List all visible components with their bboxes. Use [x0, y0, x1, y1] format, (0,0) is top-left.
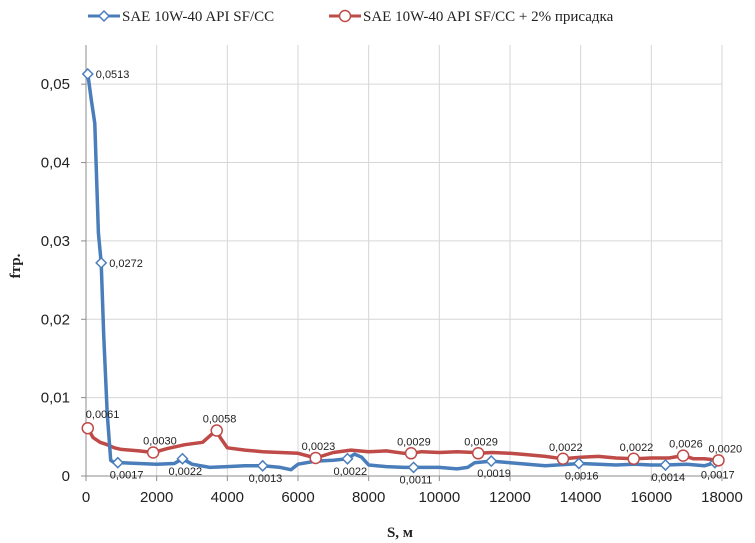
x-tick-label: 2000	[140, 489, 173, 506]
series-2-marker	[146, 446, 160, 459]
series-1-data-label: 0,0513	[96, 69, 130, 81]
series-1-data-label: 0,0011	[400, 474, 433, 486]
axes	[81, 45, 723, 481]
series-1-marker	[659, 458, 672, 472]
series-2-data-label: 0,0022	[620, 442, 654, 454]
series-1-marker	[111, 456, 124, 469]
series-1-data-label: 0,0017	[110, 470, 144, 482]
legend-label-series-1: SAE 10W-40 API SF/CC	[122, 9, 274, 25]
x-tick-label: 4000	[211, 489, 244, 506]
series-1-marker	[485, 455, 498, 468]
data-labels: 0,0513 0,0272 0,0017 0,0022 0,0013 0,0022 0,00…	[86, 69, 742, 486]
series-1-data-label: 0,0014	[651, 472, 685, 484]
series-1-data-label: 0,0013	[249, 473, 283, 485]
x-tick-label: 6000	[281, 489, 314, 506]
series-2-marker	[556, 452, 570, 466]
series-1-marker	[95, 256, 108, 269]
series-2-marker	[210, 424, 223, 437]
series-lines	[86, 72, 721, 472]
series-2-data-label: 0,0026	[669, 439, 703, 451]
series-1-marker	[407, 461, 420, 474]
series-1-data-label: 0,0016	[565, 470, 599, 482]
series-1-data-label: 0,0022	[333, 466, 367, 478]
series-2-marker	[676, 449, 690, 462]
y-tick-label: 0,01	[41, 390, 70, 407]
series-1-data-label: 0,0017	[701, 470, 735, 482]
grid-lines	[86, 45, 723, 476]
legend-diamond-icon	[97, 9, 111, 23]
x-tick-label: 0	[82, 489, 90, 506]
series-2-data-label: 0,0020	[708, 443, 742, 455]
series-2-data-label: 0,0022	[549, 442, 583, 454]
legend-circle-icon	[338, 9, 352, 23]
series-1-marker	[176, 452, 189, 465]
series-1-marker	[256, 459, 269, 472]
y-axis-title: fтр.	[8, 253, 24, 278]
legend-label-series-2: SAE 10W-40 API SF/CC + 2% присадка	[363, 9, 614, 25]
series-1-marker	[81, 67, 94, 81]
series-2-data-label: 0,0029	[464, 436, 498, 448]
series-1-data-label: 0,0022	[168, 466, 202, 478]
series-2-data-label: 0,0029	[397, 436, 431, 448]
series-1-data-label: 0,0019	[477, 468, 511, 480]
series-2-marker	[471, 447, 485, 460]
series-markers	[81, 67, 725, 474]
legend-entry-series-2[interactable]: SAE 10W-40 API SF/CC + 2% присадка	[329, 9, 614, 25]
x-tick-label: 16000	[630, 489, 672, 506]
legend-entry-series-1[interactable]: SAE 10W-40 API SF/CC	[88, 9, 274, 25]
x-axis-title: S, м	[387, 525, 413, 541]
x-tick-label: 10000	[418, 489, 460, 506]
series-2-data-label: 0,0058	[203, 414, 237, 426]
series-2-marker	[404, 447, 418, 460]
y-tick-label: 0	[62, 468, 70, 485]
x-tick-label: 8000	[352, 489, 385, 506]
x-tick-label: 14000	[560, 489, 602, 506]
y-tick-label: 0,04	[41, 155, 70, 172]
series-2-data-label: 0,0030	[143, 435, 177, 447]
series-2-marker	[712, 454, 725, 467]
y-tick-label: 0,05	[41, 76, 70, 93]
series-1-data-label: 0,0272	[109, 258, 143, 270]
series-2-data-label: 0,0061	[86, 409, 120, 421]
series-2-data-label: 0,0023	[302, 441, 336, 453]
series-line-2	[86, 426, 721, 463]
x-tick-label: 18000	[701, 489, 743, 506]
tick-labels: 0 2000 4000 6000 8000 10000 12000 14000 16000 180…	[41, 76, 743, 506]
series-line-1	[86, 72, 721, 472]
y-tick-label: 0,03	[41, 233, 70, 250]
series-2-marker	[81, 421, 95, 435]
series-1-marker	[572, 457, 585, 470]
x-tick-label: 12000	[489, 489, 531, 506]
series-1-marker	[341, 452, 354, 465]
series-2-marker	[309, 451, 322, 465]
y-tick-label: 0,02	[41, 311, 70, 328]
series-2-marker	[627, 452, 640, 466]
legend: SAE 10W-40 API SF/CC SAE 10W-40 API SF/C…	[88, 9, 614, 25]
